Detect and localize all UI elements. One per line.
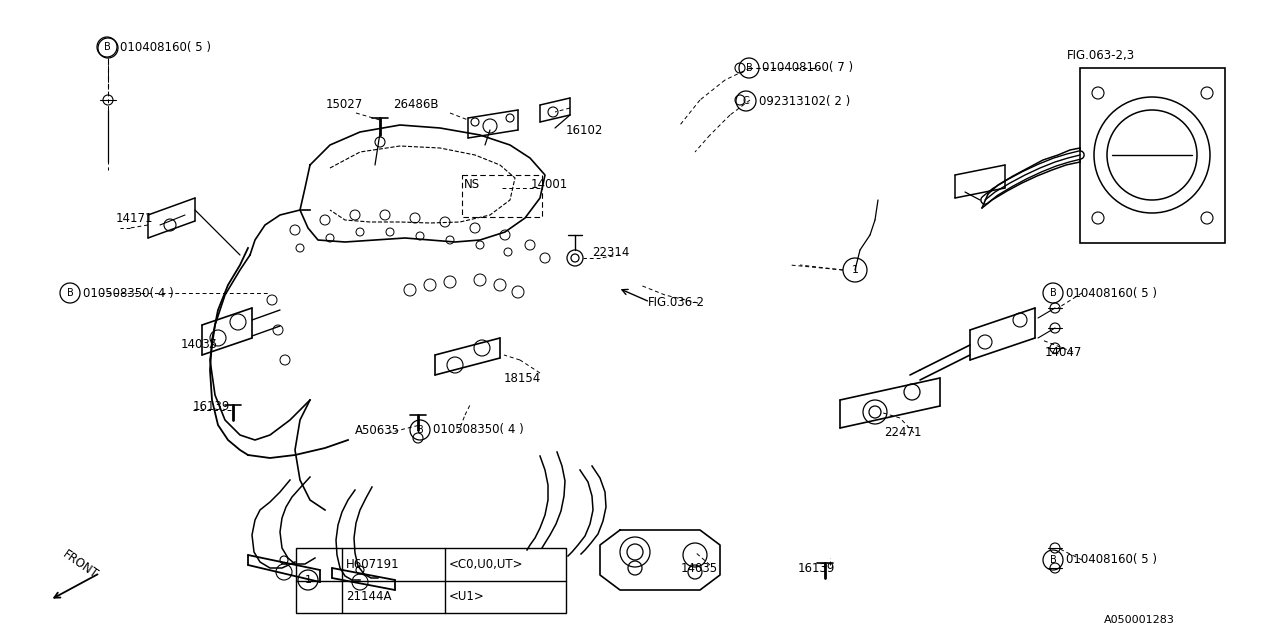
Text: 1: 1 xyxy=(305,575,311,585)
Text: 15027: 15027 xyxy=(326,99,364,111)
Text: 1: 1 xyxy=(851,265,859,275)
Bar xyxy=(296,548,566,613)
Text: B: B xyxy=(416,425,424,435)
Text: 21144A: 21144A xyxy=(346,590,392,604)
Text: 26486B: 26486B xyxy=(393,99,439,111)
Text: 18154: 18154 xyxy=(504,371,541,385)
Text: <U1>: <U1> xyxy=(448,590,484,604)
Text: 16139: 16139 xyxy=(797,561,836,575)
Text: A050001283: A050001283 xyxy=(1105,615,1175,625)
Text: NS: NS xyxy=(465,179,480,191)
Text: 010408160( 7 ): 010408160( 7 ) xyxy=(762,61,854,74)
Text: 14171: 14171 xyxy=(116,211,154,225)
Text: <C0,U0,UT>: <C0,U0,UT> xyxy=(448,557,524,571)
Bar xyxy=(462,175,541,217)
Text: 14035: 14035 xyxy=(681,561,718,575)
Text: B: B xyxy=(1050,555,1056,565)
Text: 16102: 16102 xyxy=(566,124,603,136)
Text: 22314: 22314 xyxy=(591,246,630,259)
Text: 16139: 16139 xyxy=(193,399,230,413)
Text: H607191: H607191 xyxy=(346,557,399,571)
Text: B: B xyxy=(67,288,73,298)
Text: FIG.036-2: FIG.036-2 xyxy=(648,296,705,310)
Bar xyxy=(1080,68,1225,243)
Text: 22471: 22471 xyxy=(884,426,922,438)
Text: FRONT: FRONT xyxy=(60,548,100,582)
Text: 010408160( 5 ): 010408160( 5 ) xyxy=(1066,554,1157,566)
Text: B: B xyxy=(1050,288,1056,298)
Text: C: C xyxy=(742,96,749,106)
Text: 14035: 14035 xyxy=(180,339,218,351)
Text: 14001: 14001 xyxy=(531,179,568,191)
Text: FIG.063-2,3: FIG.063-2,3 xyxy=(1068,49,1135,61)
Text: 010408160( 5 ): 010408160( 5 ) xyxy=(120,40,211,54)
Text: 010408160( 5 ): 010408160( 5 ) xyxy=(1066,287,1157,300)
Text: 14047: 14047 xyxy=(1044,346,1083,358)
Text: 010508350( 4 ): 010508350( 4 ) xyxy=(83,287,174,300)
Text: B: B xyxy=(104,42,110,52)
Text: 010508350( 4 ): 010508350( 4 ) xyxy=(433,424,524,436)
Text: A50635: A50635 xyxy=(355,424,399,436)
Text: 092313102( 2 ): 092313102( 2 ) xyxy=(759,95,850,108)
Text: B: B xyxy=(746,63,753,73)
